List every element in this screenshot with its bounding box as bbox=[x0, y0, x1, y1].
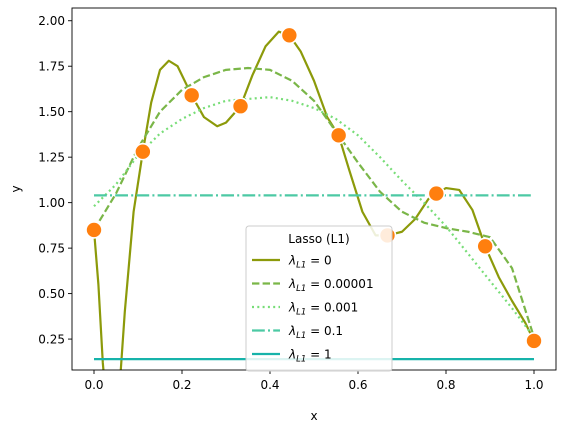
x-axis: 0.0 0.2 0.4 0.6 0.8 1.0 bbox=[84, 370, 544, 392]
series-line-1 bbox=[93, 66, 536, 338]
data-point bbox=[525, 332, 543, 350]
data-point bbox=[476, 237, 494, 256]
x-tick-label: 0.6 bbox=[348, 378, 367, 392]
x-tick-label: 0.0 bbox=[84, 378, 103, 392]
data-point bbox=[280, 26, 299, 45]
y-tick-label: 0.75 bbox=[38, 241, 65, 255]
legend: Lasso (L1) λL1 = 0 λL1 = 0.00001 λL1 = 0.0… bbox=[245, 225, 393, 372]
data-point bbox=[85, 221, 103, 239]
y-tick-label: 1.75 bbox=[38, 60, 65, 74]
series-line-2 bbox=[93, 96, 535, 338]
data-point bbox=[329, 126, 348, 145]
x-tick-label: 0.8 bbox=[436, 378, 455, 392]
legend-title: Lasso (L1) bbox=[288, 232, 349, 246]
y-axis-label: y bbox=[9, 185, 23, 192]
y-tick-label: 1.00 bbox=[38, 196, 65, 210]
legend-label-0: λL1 = 0 bbox=[288, 254, 332, 271]
x-tick-label: 1.0 bbox=[524, 378, 543, 392]
legend-label-4: λL1 = 1 bbox=[288, 348, 332, 365]
legend-box bbox=[245, 225, 393, 372]
legend-label-3: λL1 = 0.1 bbox=[288, 324, 343, 341]
data-point bbox=[134, 142, 152, 161]
legend-label-2: λL1 = 0.001 bbox=[288, 301, 358, 318]
data-point bbox=[231, 97, 250, 116]
y-tick-label: 0.25 bbox=[38, 332, 65, 346]
y-tick-label: 1.50 bbox=[38, 105, 65, 119]
legend-entries: λL1 = 0 λL1 = 0.00001 λL1 = 0.001 λL1 = 0.1… bbox=[252, 254, 374, 365]
y-tick-label: 1.25 bbox=[38, 150, 65, 164]
x-tick-label: 0.4 bbox=[260, 378, 279, 392]
y-axis: 0.25 0.50 0.75 1.00 1.25 1.50 1.75 2.00 bbox=[38, 14, 72, 346]
x-axis-label: x bbox=[310, 409, 317, 423]
data-point bbox=[427, 184, 446, 203]
legend-label-1: λL1 = 0.00001 bbox=[288, 277, 374, 294]
x-tick-label: 0.2 bbox=[172, 378, 191, 392]
y-tick-label: 0.50 bbox=[38, 287, 65, 301]
y-tick-label: 2.00 bbox=[38, 14, 65, 28]
data-point bbox=[182, 86, 201, 105]
